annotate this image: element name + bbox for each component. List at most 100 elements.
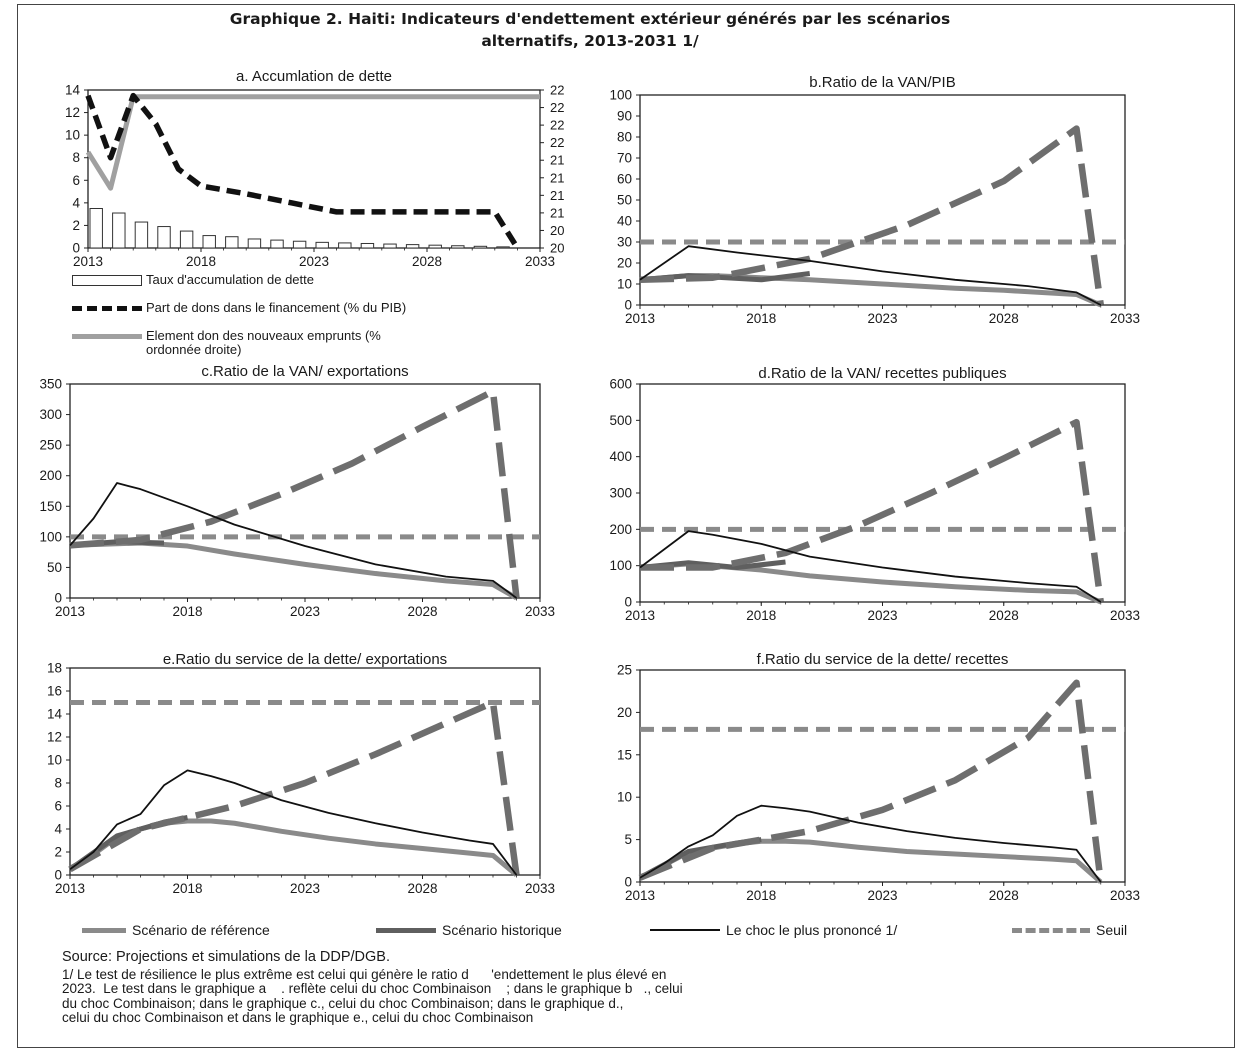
chart-c-ytick-label: 0 (54, 591, 62, 606)
chart-b-ytick-label: 50 (617, 193, 632, 208)
chart-d-title: d.Ratio de la VAN/ recettes publiques (758, 365, 1006, 382)
chart-d-ytick-label: 300 (609, 486, 632, 501)
chart-a-bar (473, 245, 488, 249)
chart-b-series-extreme (639, 125, 1104, 306)
chart-c-ytick-label: 100 (39, 529, 62, 544)
chart-f-xtick-label: 2013 (625, 888, 655, 903)
chart-d-series-extreme (640, 418, 1104, 603)
chart-d-xtick-label: 2023 (867, 608, 897, 623)
chart-a-y2tick-label: 21 (550, 153, 564, 168)
chart-b-xtick-label: 2018 (746, 311, 776, 326)
chart-a-series-dons (85, 92, 520, 250)
figure-title: Graphique 2. Haiti: Indicateurs d'endett… (229, 10, 951, 28)
chart-f-title: f.Ratio du service de la dette/ recettes (757, 651, 1009, 668)
chart-f-xtick-label: 2033 (1110, 888, 1140, 903)
chart-b-xtick-label: 2013 (625, 311, 655, 326)
chart-a-bar (247, 238, 262, 249)
chart-d-xtick-label: 2018 (746, 608, 776, 623)
chart-a-bar (270, 239, 284, 249)
legend-label-reference: Scénario de référence (132, 922, 270, 938)
chart-a-y2tick-label: 21 (550, 170, 564, 185)
chart-a-xtick-label: 2018 (186, 254, 216, 269)
chart-a-xtick-label: 2028 (412, 254, 442, 269)
chart-a-y2tick-label: 21 (550, 188, 564, 203)
chart-a-xtick-label: 2023 (299, 254, 329, 269)
legend-swatch-choc (650, 929, 720, 931)
panel-a-legend-bars-label: Taux d'accumulation de dette (146, 272, 314, 287)
chart-c-xtick-label: 2033 (525, 604, 555, 619)
chart-e-ytick-label: 2 (54, 845, 62, 860)
legend-item-historique: Scénario historique (376, 922, 562, 938)
chart-a-bar (405, 244, 420, 249)
chart-a-bar (315, 241, 329, 249)
chart-e-ytick-label: 4 (54, 822, 62, 837)
chart-b-ytick-label: 80 (617, 130, 632, 145)
chart-e-ytick-label: 12 (47, 730, 62, 745)
footnote-line2: 2023. Le test dans le graphique a . refl… (62, 981, 683, 996)
chart-d-ytick-label: 500 (609, 413, 632, 428)
chart-a-bar (134, 221, 149, 249)
chart-d-ytick-label: 600 (609, 377, 632, 392)
chart-b-series-choc (639, 245, 1102, 306)
chart-f-ytick-label: 0 (624, 875, 632, 890)
chart-a-xtick-label: 2033 (525, 254, 555, 269)
chart-a-y2tick-label: 20 (550, 223, 564, 238)
chart-a-y2tick-label: 21 (550, 205, 564, 220)
legend-swatch-seuil (1012, 927, 1090, 933)
chart-b-xtick-label: 2028 (989, 311, 1019, 326)
chart-a-y2tick-label: 22 (550, 135, 564, 150)
chart-e-plot-frame (69, 667, 541, 876)
chart-e-ytick-label: 18 (47, 661, 62, 676)
chart-a-bar (383, 243, 397, 249)
chart-a-bar (451, 245, 465, 249)
chart-c-xtick-label: 2023 (290, 604, 320, 619)
chart-b-ytick-label: 40 (617, 214, 632, 229)
chart-a-bar (360, 242, 375, 249)
chart-a-ytick-label: 10 (65, 128, 80, 143)
chart-b-ytick-label: 60 (617, 172, 632, 187)
chart-a-ytick-label: 14 (65, 83, 81, 98)
chart-a-y2tick-label: 20 (550, 241, 564, 256)
panel-a-legend-element-line2: ordonnée droite) (146, 342, 242, 357)
chart-a-ytick-label: 6 (72, 173, 80, 188)
chart-b-ytick-label: 90 (617, 109, 632, 124)
chart-d-series-choc (639, 530, 1102, 603)
chart-e-ytick-label: 14 (47, 707, 63, 722)
chart-d-ytick-label: 200 (609, 522, 632, 537)
chart-c-xtick-label: 2018 (172, 604, 202, 619)
chart-c-ytick-label: 200 (39, 468, 62, 483)
chart-b-xtick-label: 2033 (1110, 311, 1140, 326)
chart-c-ytick-label: 300 (39, 407, 62, 422)
chart-e-xtick-label: 2028 (407, 881, 437, 896)
chart-f-xtick-label: 2028 (989, 888, 1019, 903)
chart-f-ytick-label: 10 (617, 790, 632, 805)
chart-a-bar (292, 240, 307, 249)
chart-a-xtick-label: 2013 (73, 254, 103, 269)
chart-e-xtick-label: 2033 (525, 881, 555, 896)
chart-c-series-extreme (69, 388, 520, 599)
chart-a-ytick-label: 4 (72, 195, 80, 210)
chart-f-series-extreme (638, 679, 1104, 883)
chart-d-ytick-label: 100 (609, 558, 632, 573)
legend-swatch-reference (82, 927, 126, 933)
chart-a-bar (157, 226, 171, 249)
chart-f-series-choc (639, 804, 1102, 883)
chart-d-ytick-label: 0 (624, 595, 632, 610)
chart-e-xtick-label: 2013 (55, 881, 85, 896)
footnote-line3: du choc Combinaison; dans le graphique c… (62, 995, 624, 1011)
chart-a-bar (428, 244, 442, 249)
chart-a-y2tick-label: 22 (550, 118, 564, 133)
footnote-line1: 1/ Le test de résilience le plus extrême… (62, 966, 667, 982)
chart-b-ytick-label: 0 (624, 298, 632, 313)
chart-e-title: e.Ratio du service de la dette/ exportat… (163, 651, 447, 668)
chart-a-bar (89, 208, 103, 249)
gray-swatch (72, 334, 142, 339)
chart-c-ytick-label: 50 (47, 560, 62, 575)
panel-a-legend-element: Element don des nouveaux emprunts (% ord… (72, 329, 381, 357)
bar-swatch (72, 275, 142, 286)
panel-a-legend-element-label: Element don des nouveaux emprunts (% ord… (146, 329, 381, 357)
legend-label-choc: Le choc le plus prononcé 1/ (726, 922, 898, 938)
chart-a-bar (496, 246, 510, 249)
chart-e-ytick-label: 6 (54, 799, 62, 814)
chart-e-ytick-label: 16 (47, 684, 62, 699)
